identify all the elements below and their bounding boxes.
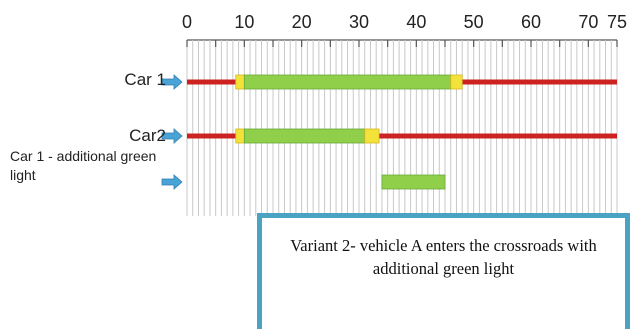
red-light-bar	[187, 133, 617, 139]
tick-label: 75	[607, 12, 627, 32]
yellow-light-segment	[364, 128, 380, 144]
caption-box: Variant 2- vehicle A enters the crossroa…	[257, 213, 630, 329]
caption-text: Variant 2- vehicle A enters the crossroa…	[290, 236, 597, 278]
tick-label: 30	[349, 12, 369, 32]
yellow-light-segment	[235, 128, 245, 144]
arrow-right-icon	[161, 74, 183, 90]
tick-label: 40	[406, 12, 426, 32]
tick-label: 70	[578, 12, 598, 32]
tick-label: 20	[292, 12, 312, 32]
timeline-bars	[187, 74, 617, 190]
tick-label: 0	[182, 12, 192, 32]
yellow-light-segment	[235, 74, 245, 90]
arrow-right-icon	[161, 128, 183, 144]
tick-label: 10	[234, 12, 254, 32]
time-grid	[186, 39, 618, 216]
green-light-segment	[381, 174, 446, 190]
row-arrows	[161, 74, 183, 190]
tick-label: 60	[521, 12, 541, 32]
arrow-right-icon	[161, 174, 183, 190]
green-light-segment	[243, 74, 452, 90]
green-light-segment	[243, 128, 366, 144]
row-label-car-1: Car 1	[124, 70, 166, 89]
tick-labels: 0 10 20 30 40 50 60 70 75	[182, 12, 627, 32]
tick-label: 50	[464, 12, 484, 32]
row-label-car-2: Car2	[129, 126, 166, 145]
yellow-light-segment	[450, 74, 463, 90]
row-label-car-1-additional-green: Car 1 - additional green light	[10, 148, 157, 183]
